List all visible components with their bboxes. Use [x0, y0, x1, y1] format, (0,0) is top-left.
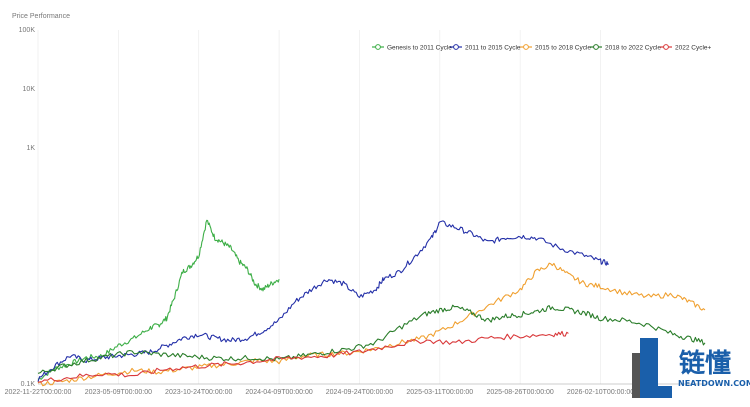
- x-tick-label: 2026-02-10T00:00:00: [567, 389, 634, 396]
- legend-marker: [523, 44, 529, 50]
- y-tick-label: 0.1K: [21, 381, 36, 388]
- series-line-5: [37, 330, 569, 383]
- grid-lines: [37, 30, 705, 385]
- x-axis-ticks: 2022-11-22T00:00:00 2023-05-09T00:00:00 20…: [5, 389, 635, 396]
- y-tick-label: 100K: [19, 27, 36, 34]
- watermark-l-shadow: [632, 353, 640, 398]
- x-tick-label: 2024-09-24T00:00:00: [326, 389, 393, 396]
- legend-label: Genesis to 2011 Cycle: [387, 44, 452, 51]
- x-tick-label: 2025-08-26T00:00:00: [486, 389, 553, 396]
- legend-marker: [453, 44, 459, 50]
- y-tick-label: 1K: [26, 145, 35, 152]
- y-axis-ticks: 100K 10K 1K 0.1K: [19, 27, 36, 388]
- y-axis-title: Price Performance: [12, 13, 70, 20]
- watermark-l-foot: [640, 386, 672, 398]
- legend-marker: [593, 44, 599, 50]
- x-tick-label: 2025-03-11T00:00:00: [406, 389, 473, 396]
- legend-label: 2022 Cycle+: [675, 44, 712, 51]
- watermark-chinese: 链懂: [679, 348, 731, 379]
- legend-marker: [375, 44, 381, 50]
- legend-label: 2015 to 2018 Cycle: [535, 44, 591, 51]
- x-tick-label: 2023-05-09T00:00:00: [85, 389, 152, 396]
- series-line-1: [37, 219, 280, 380]
- x-tick-label: 2023-10-24T00:00:00: [165, 389, 232, 396]
- series-line-3: [37, 262, 706, 387]
- watermark-l-stem: [640, 338, 658, 398]
- x-tick-label: 2024-04-09T00:00:00: [245, 389, 312, 396]
- series-lines: [37, 219, 706, 387]
- legend: Genesis to 2011 Cycle 2011 to 2015 Cycle 2…: [372, 44, 712, 51]
- watermark-site: NEATDOWN.COM: [678, 379, 750, 388]
- legend-marker: [663, 44, 669, 50]
- series-line-2: [37, 220, 610, 382]
- series-line-4: [37, 304, 706, 374]
- legend-label: 2011 to 2015 Cycle: [465, 44, 521, 51]
- x-tick-label: 2022-11-22T00:00:00: [5, 389, 72, 396]
- y-tick-label: 10K: [23, 86, 36, 93]
- legend-label: 2018 to 2022 Cycle: [605, 44, 661, 51]
